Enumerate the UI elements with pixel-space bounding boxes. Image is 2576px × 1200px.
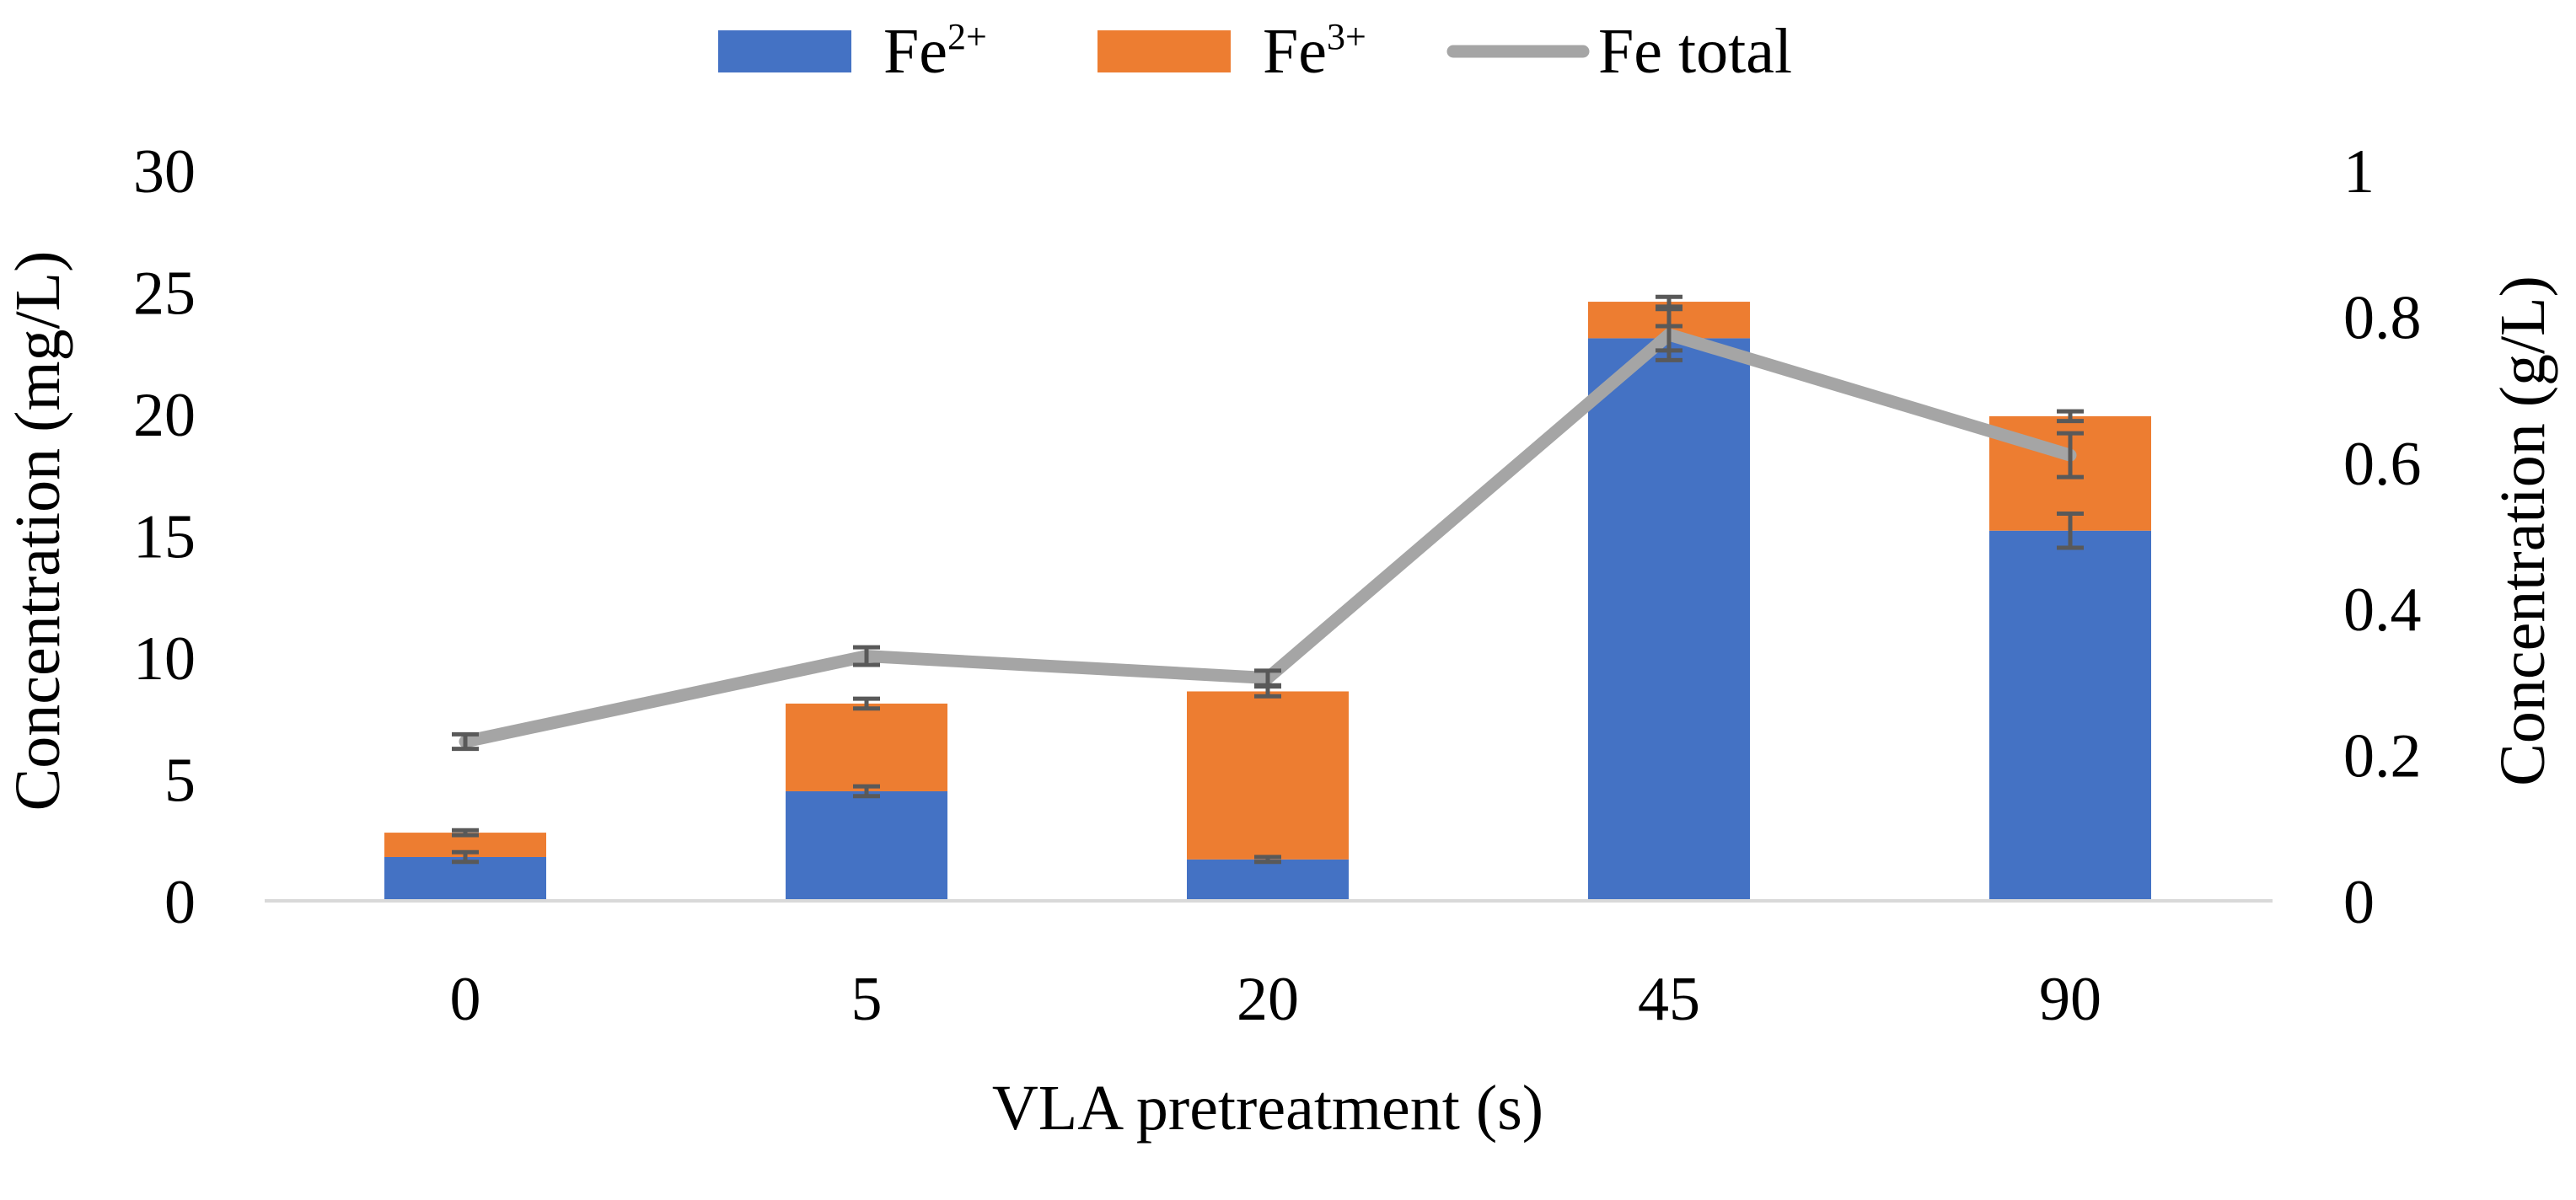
legend-label: Fe2+: [883, 16, 987, 87]
x-tick-label: 0: [450, 965, 481, 1034]
right-axis-title: Concentration (g/L): [2487, 276, 2558, 786]
legend-label: Fe total: [1598, 16, 1792, 87]
legend-label: Fe3+: [1263, 16, 1366, 87]
right-tick-label: 0.6: [2343, 430, 2422, 499]
x-tick-label: 45: [1638, 965, 1700, 1034]
left-tick-label: 25: [133, 260, 196, 329]
right-tick-label: 0.2: [2343, 722, 2422, 791]
right-axis-ticks: 0 0.2 0.4 0.6 0.8 1: [2343, 137, 2422, 937]
legend-superscript: 3+: [1327, 16, 1366, 57]
left-tick-label: 0: [164, 868, 196, 937]
right-tick-label: 0: [2343, 868, 2375, 937]
left-tick-label: 30: [133, 137, 196, 206]
error-bars: [452, 294, 2084, 865]
bar-fe2plus-5: [786, 790, 947, 901]
right-tick-label: 0.8: [2343, 283, 2422, 352]
bar-fe2plus-0: [384, 856, 546, 901]
x-axis-title: VLA pretreatment (s): [992, 1073, 1543, 1144]
right-tick-label: 1: [2343, 137, 2375, 206]
left-tick-label: 10: [133, 624, 196, 694]
left-axis-ticks: 0 5 10 15 20 25 30: [133, 137, 196, 937]
left-axis-title: Concentration (mg/L): [3, 251, 73, 812]
left-tick-label: 15: [133, 503, 196, 572]
bar-fe2plus-20: [1187, 859, 1349, 901]
legend-swatch: [718, 30, 851, 72]
left-tick-label: 5: [164, 747, 196, 816]
right-tick-label: 0.4: [2343, 576, 2422, 645]
legend-superscript: 2+: [947, 16, 987, 57]
x-tick-label: 90: [2039, 965, 2101, 1034]
bar-fe2plus-90: [1989, 530, 2151, 901]
left-tick-label: 20: [133, 381, 196, 450]
x-axis-ticks: 0 5 20 45 90: [450, 965, 2102, 1034]
bars: [384, 302, 2151, 901]
bar-fe3plus-5: [786, 703, 947, 791]
x-tick-label: 5: [851, 965, 883, 1034]
legend-swatch: [1097, 30, 1231, 72]
bar-fe2plus-45: [1588, 338, 1750, 901]
x-tick-label: 20: [1237, 965, 1299, 1034]
bar-fe3plus-20: [1187, 691, 1349, 860]
legend: Fe2+ Fe3+ Fe total: [718, 16, 1792, 87]
